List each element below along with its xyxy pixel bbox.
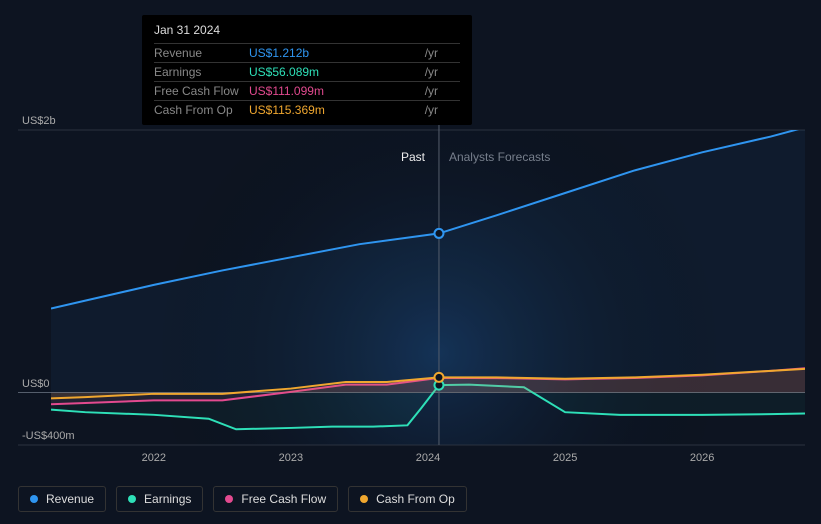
- legend-item-label: Free Cash Flow: [241, 492, 326, 506]
- legend-item-label: Revenue: [46, 492, 94, 506]
- y-axis-label: US$2b: [22, 115, 56, 127]
- tooltip-row-label: Earnings: [154, 63, 249, 82]
- legend-item-free-cash-flow[interactable]: Free Cash Flow: [213, 486, 338, 512]
- tooltip-row-unit: /yr: [421, 82, 460, 101]
- legend-dot-icon: [128, 495, 136, 503]
- legend-dot-icon: [30, 495, 38, 503]
- tooltip-row-label: Cash From Op: [154, 101, 249, 120]
- region-label-forecasts: Analysts Forecasts: [449, 150, 550, 164]
- y-axis-label: -US$400m: [22, 430, 75, 442]
- legend-item-earnings[interactable]: Earnings: [116, 486, 203, 512]
- tooltip-date: Jan 31 2024: [154, 23, 460, 37]
- legend-item-label: Earnings: [144, 492, 191, 506]
- x-axis-label: 2025: [553, 452, 577, 464]
- tooltip-row-value: US$56.089m: [249, 63, 421, 82]
- legend-item-cash-from-op[interactable]: Cash From Op: [348, 486, 467, 512]
- tooltip-row-unit: /yr: [421, 63, 460, 82]
- tooltip-row-value: US$1.212b: [249, 44, 421, 63]
- legend-item-revenue[interactable]: Revenue: [18, 486, 106, 512]
- tooltip-row-label: Revenue: [154, 44, 249, 63]
- x-axis-label: 2023: [279, 452, 303, 464]
- series-marker-cash-from-op: [434, 373, 443, 382]
- legend-dot-icon: [360, 495, 368, 503]
- tooltip-row-label: Free Cash Flow: [154, 82, 249, 101]
- x-axis-label: 2022: [142, 452, 166, 464]
- tooltip-row-value: US$111.099m: [249, 82, 421, 101]
- tooltip-row-unit: /yr: [421, 44, 460, 63]
- x-axis-label: 2024: [416, 452, 440, 464]
- y-axis-label: US$0: [22, 378, 50, 390]
- legend-item-label: Cash From Op: [376, 492, 455, 506]
- chart-tooltip: Jan 31 2024 RevenueUS$1.212b/yr EarningsUS…: [142, 15, 472, 125]
- chart-legend: Revenue Earnings Free Cash Flow Cash From O…: [18, 486, 467, 512]
- tooltip-row-unit: /yr: [421, 101, 460, 120]
- tooltip-row-value: US$115.369m: [249, 101, 421, 120]
- region-label-past: Past: [401, 150, 425, 164]
- legend-dot-icon: [225, 495, 233, 503]
- x-axis-label: 2026: [690, 452, 714, 464]
- series-marker-revenue: [434, 229, 443, 238]
